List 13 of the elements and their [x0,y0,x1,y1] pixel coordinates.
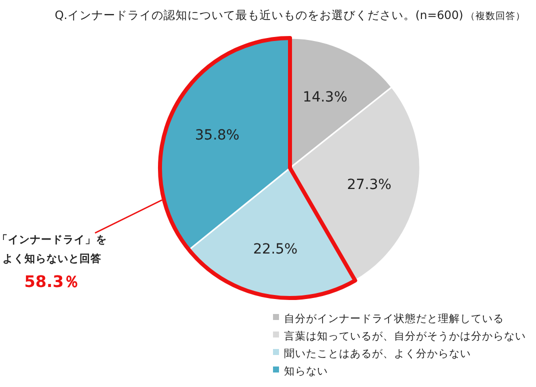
legend-label: 聞いたことはあるが、よく分からない [284,348,471,360]
data-label: 35.8% [195,127,240,144]
legend-label: 言葉は知っているが、自分がそうかは分からない [284,330,526,342]
data-label: 27.3% [346,176,392,193]
text: 58.3％ [24,272,80,291]
text: よく知らないと回答 [2,252,102,265]
chart-title: Q.インナードライの認知について最も近いものをお選びください。(n=600) [54,8,464,22]
legend-label: 自分がインナードライ状態だと理解している [284,312,504,325]
data-label: 14.3% [302,89,348,106]
data-label: 22.5% [253,241,298,258]
text: 「インナードライ」を [0,233,107,246]
legend-label: 知らない [284,366,328,378]
chart-subtitle: （複数回答） [465,10,526,22]
